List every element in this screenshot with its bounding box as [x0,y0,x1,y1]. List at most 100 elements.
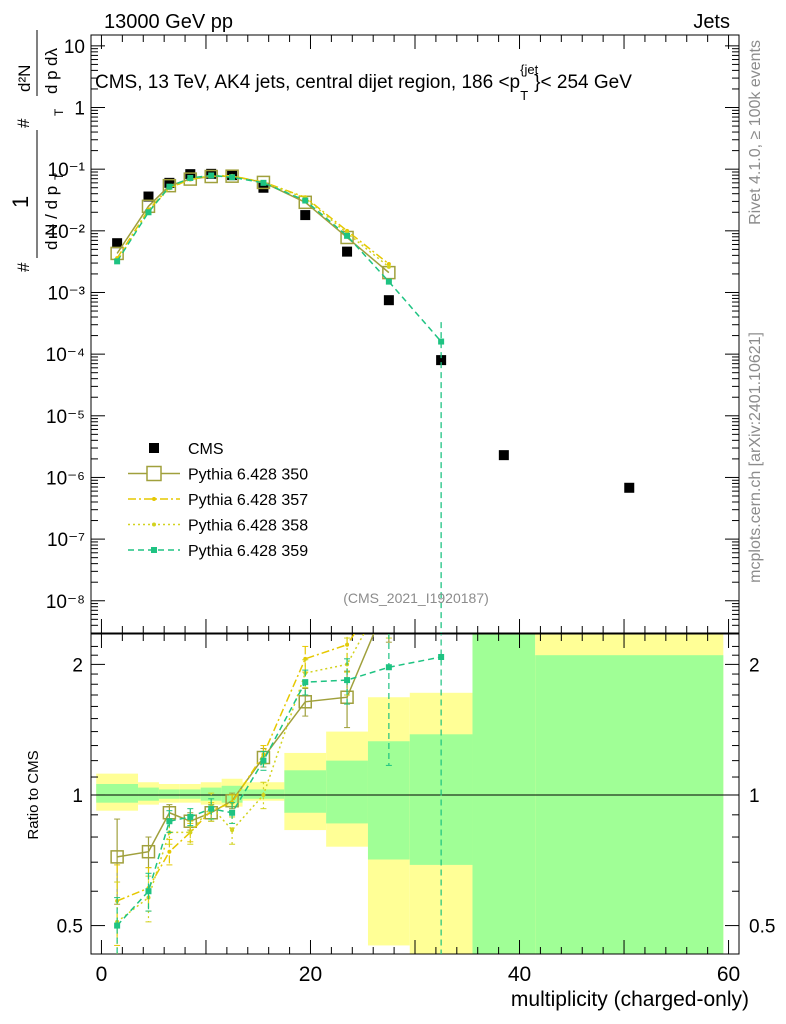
y-tick-label: 10⁻⁸ [46,592,85,613]
x-tick-label: 60 [717,963,740,986]
green-band-bin [138,787,159,801]
green-band-bin [535,655,724,954]
cms-point [342,246,353,257]
ratio-point-p359 [302,679,309,686]
point-p358 [386,264,391,269]
ratio-point-p358 [188,830,193,835]
ratio-y-label: Ratio to CMS [25,750,42,839]
legend-label: Pythia 6.428 358 [188,518,308,535]
analysis-watermark: (CMS_2021_I1920187) [343,590,489,606]
legend-label: Pythia 6.428 359 [188,543,308,560]
svg-text:d²N: d²N [15,65,34,92]
cms-point [436,355,447,366]
green-band-bin [179,789,201,799]
header-right: Jets [693,11,730,33]
rivet-label: Rivet 4.1.0, ≥ 100k events [747,40,764,225]
ratio-point-p358 [230,828,235,833]
cms-point [624,482,635,493]
svg-text:#: # [14,118,33,128]
point-p357 [386,261,391,266]
ratio-series [110,580,445,954]
green-band-bin [472,634,536,954]
ratio-tick-label-left: 1 [72,786,83,807]
green-band-bin [326,760,368,824]
x-tick-label: 20 [299,963,322,986]
green-band-bin [284,770,327,813]
y-tick-label: 10⁻⁵ [46,407,85,428]
cms-point [498,450,509,461]
point-p359 [229,174,236,181]
mcplots-label: mcplots.cern.ch [arXiv:2401.10621] [747,332,764,583]
header-left: 13000 GeV pp [104,11,233,33]
legend-label: CMS [188,441,224,458]
y-tick-label: 10⁻⁶ [46,468,85,489]
svg-text:T: T [52,108,66,116]
y-tick-label: 10⁻³ [48,283,86,304]
y-tick-label: 10⁻¹ [48,160,86,181]
legend: CMS Pythia 6.428 350 Pythia 6.428 357 Pythi… [128,441,308,560]
ratio-point-p350 [298,695,313,709]
green-band-bin [367,741,410,860]
ratio-point-p359 [438,653,445,660]
point-p359 [260,179,267,186]
svg-text:d p: d p [42,70,61,94]
ratio-point-p350 [141,844,156,859]
legend-label: Pythia 6.428 357 [188,492,308,509]
y-tick-label: 10⁻⁷ [47,530,85,551]
ratio-point-p359 [166,818,173,825]
point-p359 [145,209,152,216]
svg-text:d N / d p: d N / d p [42,186,61,250]
legend-entry-cms: CMS [149,441,224,458]
ratio-point-p350 [110,850,124,864]
point-p359 [208,172,215,179]
legend-entry-p357: Pythia 6.428 357 [128,492,308,509]
legend-marker [152,522,156,527]
cms-point [185,169,196,180]
uncertainty-bands [96,634,724,954]
ratio-tick-label-right: 0.5 [749,917,775,938]
svg-text:T: T [52,172,66,180]
cms-point [112,238,123,249]
legend-entry-p359: Pythia 6.428 359 [128,543,308,560]
plot-title: CMS, 13 TeV, AK4 jets, central dijet reg… [95,62,632,103]
svg-text:1: 1 [8,196,33,208]
series-line-p350 [116,175,390,274]
point-p359 [166,183,173,190]
ratio-point-p359 [344,677,351,684]
main-y-label: d²N d p T dλ # 1 d N / d p T # [8,30,66,272]
ratio-tick-label-left: 2 [72,655,83,676]
main-series [110,168,635,633]
ratio-point-p358 [261,792,266,797]
ratio-tick-label-right: 1 [749,786,760,807]
legend-marker [152,497,156,501]
ratio-point-p359 [260,757,267,764]
legend-label: Pythia 6.428 350 [188,467,308,484]
green-band-bin [96,784,139,803]
y-tick-label: 10⁻⁴ [46,345,85,366]
x-tick-label: 40 [508,963,531,986]
y-tick-label: 1 [74,99,85,120]
legend-marker [146,465,162,482]
ratio-point-p359 [385,664,392,671]
ratio-point-p357 [387,580,391,584]
ratio-line-p357 [116,634,356,902]
ratio-point-p359 [208,805,215,812]
cms-point [164,177,175,188]
svg-text:dλ: dλ [42,48,61,66]
legend-entry-p350: Pythia 6.428 350 [128,465,308,484]
ratio-line-p358 [116,634,365,923]
point-p359 [114,258,121,265]
point-p359 [187,174,194,181]
legend-marker [151,547,157,553]
ratio-point-p359 [187,813,194,820]
ratio-point-p359 [229,809,236,816]
legend-marker [149,443,159,453]
legend-entry-p358: Pythia 6.428 358 [128,518,308,535]
svg-text:#: # [14,262,33,272]
x-axis-label: multiplicity (charged-only) [511,988,749,1011]
x-tick-label: 0 [96,963,108,986]
cms-point [300,210,311,221]
point-p359 [302,197,309,204]
ratio-tick-label-right: 2 [749,655,760,676]
